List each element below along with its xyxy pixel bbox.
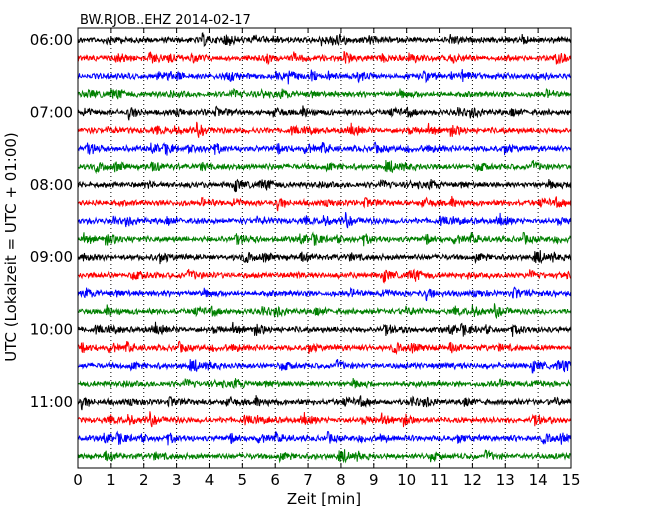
trace-line	[77, 268, 572, 284]
y-tick-label: 11:00	[30, 393, 73, 411]
x-tick-label: 15	[561, 471, 580, 489]
x-tick-label: 5	[238, 471, 248, 489]
trace-line	[77, 51, 572, 66]
trace-line	[77, 449, 572, 464]
x-axis-label: Zeit [min]	[287, 490, 361, 508]
x-tick-label: 6	[270, 471, 280, 489]
trace-line	[77, 159, 572, 175]
trace-line	[77, 212, 572, 229]
x-tick-label: 14	[529, 471, 548, 489]
y-tick-label: 08:00	[30, 176, 73, 194]
x-tick-label: 4	[205, 471, 215, 489]
trace-line	[77, 178, 572, 193]
trace-line	[77, 377, 572, 390]
x-axis: 0 1 2 3 4 5 6 7 8 9 10 11 12 13 14 15	[73, 28, 581, 489]
y-tick-label: 07:00	[30, 103, 73, 121]
y-tick-label: 09:00	[30, 248, 73, 266]
trace-line	[77, 32, 572, 48]
trace-line	[77, 303, 572, 320]
trace-line	[77, 105, 572, 121]
x-tick-label: 2	[139, 471, 149, 489]
trace-line	[77, 321, 572, 337]
trace-line	[77, 231, 572, 247]
trace-line	[77, 69, 572, 85]
trace-line	[77, 340, 572, 356]
x-tick-label: 1	[106, 471, 116, 489]
x-tick-label: 10	[397, 471, 416, 489]
trace-line	[77, 141, 572, 156]
trace-line	[77, 250, 572, 265]
trace-line	[77, 195, 572, 212]
x-tick-label: 7	[303, 471, 313, 489]
x-tick-label: 11	[430, 471, 449, 489]
x-tick-label: 13	[496, 471, 515, 489]
minute-grid	[110, 28, 539, 468]
y-axis-label: UTC (Lokalzeit = UTC + 01:00)	[2, 132, 20, 362]
y-axis: 06:00 07:00 08:00 09:00 10:00 11:00	[30, 31, 571, 411]
x-tick-label: 9	[369, 471, 379, 489]
plot-frame	[77, 27, 572, 469]
x-tick-label: 0	[73, 471, 83, 489]
trace-line	[77, 286, 572, 302]
trace-line	[77, 87, 572, 100]
trace-line	[77, 395, 572, 411]
y-tick-label: 06:00	[30, 31, 73, 49]
seismic-traces	[77, 32, 572, 464]
trace-line	[77, 411, 572, 428]
trace-line	[77, 430, 572, 446]
x-tick-label: 8	[336, 471, 346, 489]
trace-line	[77, 121, 572, 138]
x-tick-label: 12	[463, 471, 482, 489]
trace-line	[77, 359, 572, 374]
y-tick-label: 10:00	[30, 321, 73, 339]
chart-title: BW.RJOB..EHZ 2014-02-17	[80, 13, 251, 28]
x-tick-label: 3	[172, 471, 182, 489]
